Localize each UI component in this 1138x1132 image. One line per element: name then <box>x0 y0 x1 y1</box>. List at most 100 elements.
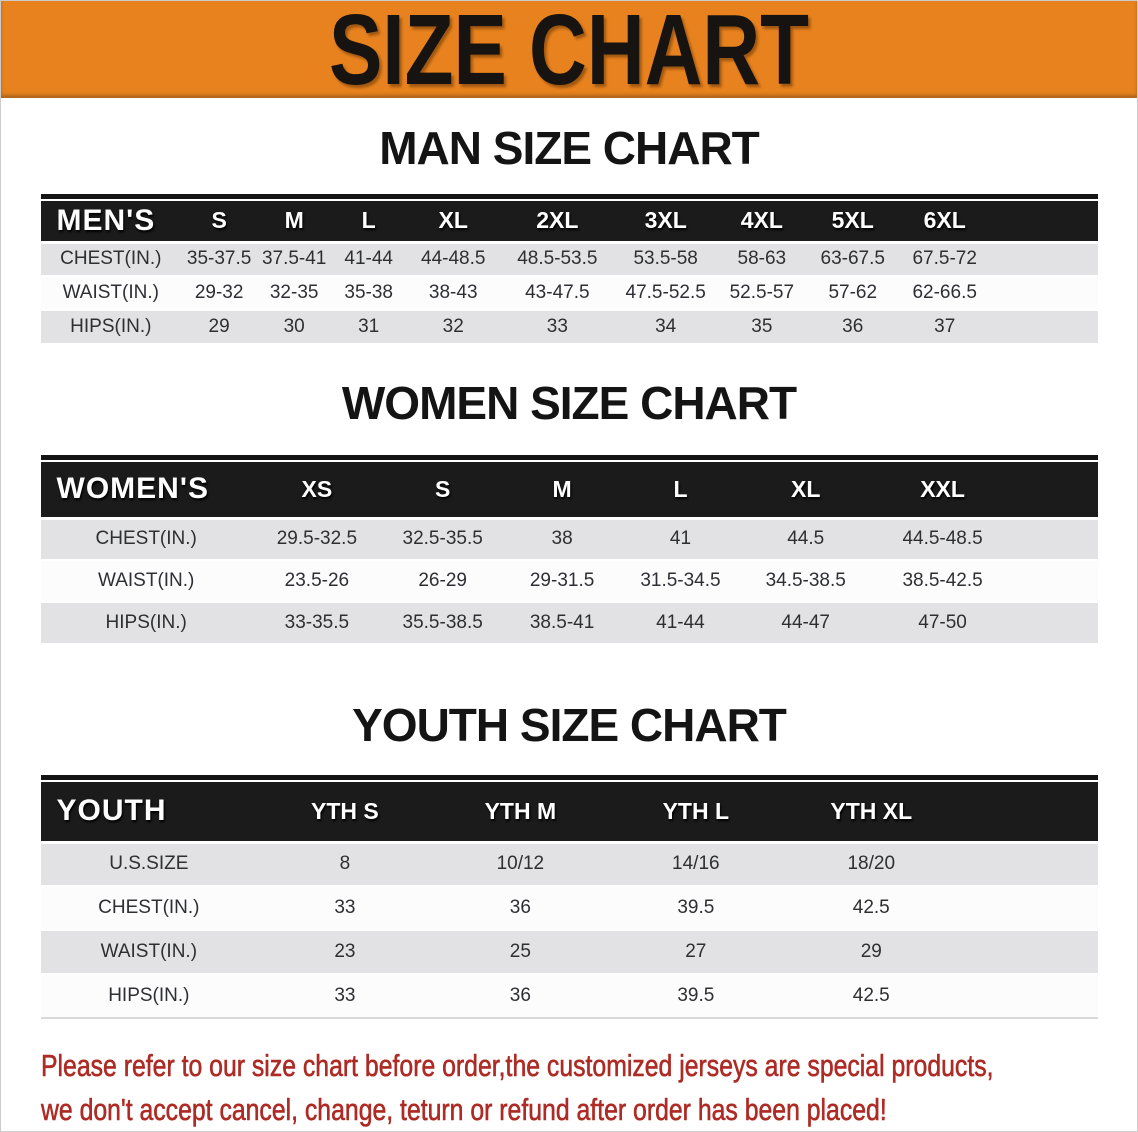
measurement-label: HIPS(IN.) <box>40 602 252 645</box>
measurement-value: 47-50 <box>871 602 1014 645</box>
row-filler-cell <box>958 842 1098 887</box>
measurement-label: WAIST(IN.) <box>40 276 182 311</box>
size-column-header: M <box>257 201 332 244</box>
measurement-value: 26-29 <box>381 560 504 603</box>
measurement-label: U.S.SIZE <box>40 842 258 887</box>
row-filler-cell <box>990 310 1098 345</box>
measurement-value: 10/12 <box>432 842 609 887</box>
measurement-value: 38 <box>503 518 621 561</box>
header-filler-cell <box>1013 462 1098 520</box>
size-column-header: XL <box>406 201 501 244</box>
measurement-value: 63-67.5 <box>806 242 899 277</box>
measurement-value: 8 <box>257 842 433 887</box>
women-size-table-wrap: WOMEN'S XS S M L XL XXL CHEST(IN.) 29.5-32.5 32.5… <box>40 455 1098 645</box>
size-column-header: XS <box>251 462 382 520</box>
table-group-label: YOUTH <box>40 782 258 844</box>
men-section-heading: MAN SIZE CHART <box>379 122 760 174</box>
measurement-value: 44.5 <box>740 518 872 561</box>
mens-size-table: MEN'S S M L XL 2XL 3XL 4XL 5XL 6XL CHEST(IN.) 35-37… <box>40 201 1098 345</box>
measurement-value: 36 <box>806 310 899 345</box>
row-filler-cell <box>1013 602 1098 645</box>
measurement-value: 29 <box>783 930 959 975</box>
men-size-section: MAN SIZE CHART MEN'S S M L XL 2XL 3XL 4XL 5XL 6XL… <box>1 125 1137 345</box>
measurement-row: CHEST(IN.) 29.5-32.5 32.5-35.5 38 41 44.5 44.5… <box>40 518 1098 561</box>
row-filler-cell <box>958 930 1098 975</box>
measurement-row: CHEST(IN.) 35-37.5 37.5-41 41-44 44-48.5 48.5… <box>40 242 1098 277</box>
table-header-row: MEN'S S M L XL 2XL 3XL 4XL 5XL 6XL <box>40 201 1098 244</box>
table-group-label: MEN'S <box>40 201 182 244</box>
measurement-value: 25 <box>432 930 609 975</box>
header-filler-cell <box>990 201 1098 244</box>
measurement-value: 41-44 <box>331 242 407 277</box>
measurement-value: 27 <box>608 930 784 975</box>
measurement-value: 36 <box>432 886 609 931</box>
measurement-value: 36 <box>432 974 609 1019</box>
youth-size-table-wrap: YOUTH YTH S YTH M YTH L YTH XL U.S.SIZE 8 10/12… <box>40 775 1098 1019</box>
measurement-value: 38-43 <box>406 276 501 311</box>
size-column-header: YTH L <box>608 782 784 844</box>
measurement-value: 29 <box>181 310 258 345</box>
row-filler-cell <box>958 974 1098 1019</box>
measurement-value: 34.5-38.5 <box>740 560 872 603</box>
size-column-header: YTH M <box>432 782 609 844</box>
measurement-value: 62-66.5 <box>898 276 991 311</box>
measurement-row: HIPS(IN.) 29 30 31 32 33 34 35 36 37 <box>40 310 1098 345</box>
size-column-header: 6XL <box>898 201 991 244</box>
measurement-value: 35 <box>716 310 807 345</box>
row-filler-cell <box>1013 518 1098 561</box>
measurement-label: WAIST(IN.) <box>40 930 258 975</box>
size-column-header: L <box>620 462 741 520</box>
measurement-value: 32 <box>406 310 501 345</box>
measurement-value: 32.5-35.5 <box>381 518 504 561</box>
measurement-label: CHEST(IN.) <box>40 242 182 277</box>
size-chart-banner: SIZE CHART <box>1 0 1137 106</box>
measurement-value: 39.5 <box>608 974 784 1019</box>
measurement-value: 33 <box>257 886 433 931</box>
table-header-row: YOUTH YTH S YTH M YTH L YTH XL <box>40 782 1098 844</box>
measurement-row: WAIST(IN.) 23.5-26 26-29 29-31.5 31.5-34.5 34… <box>40 560 1098 603</box>
size-column-header: M <box>503 462 621 520</box>
women-section-heading: WOMEN SIZE CHART <box>341 377 797 429</box>
measurement-value: 38.5-42.5 <box>871 560 1014 603</box>
measurement-label: CHEST(IN.) <box>40 518 252 561</box>
measurement-label: HIPS(IN.) <box>40 310 182 345</box>
measurement-value: 23.5-26 <box>251 560 382 603</box>
measurement-value: 48.5-53.5 <box>500 242 615 277</box>
measurement-value: 30 <box>257 310 332 345</box>
size-column-header: S <box>381 462 504 520</box>
measurement-value: 53.5-58 <box>614 242 717 277</box>
measurement-value: 35-37.5 <box>181 242 258 277</box>
size-column-header: S <box>181 201 258 244</box>
row-filler-cell <box>990 242 1098 277</box>
size-column-header: YTH XL <box>783 782 959 844</box>
banner-title: SIZE CHART <box>329 0 809 106</box>
disclaimer-line-1: Please refer to our size chart before or… <box>41 1048 994 1084</box>
measurement-value: 42.5 <box>783 886 959 931</box>
size-column-header: 3XL <box>614 201 717 244</box>
measurement-value: 14/16 <box>608 842 784 887</box>
women-size-section: WOMEN SIZE CHART WOMEN'S XS S M L XL XXL CHEST(… <box>1 380 1137 645</box>
measurement-value: 44-48.5 <box>406 242 501 277</box>
row-filler-cell <box>958 886 1098 931</box>
measurement-value: 39.5 <box>608 886 784 931</box>
measurement-row: HIPS(IN.) 33-35.5 35.5-38.5 38.5-41 41-44 44-… <box>40 602 1098 645</box>
measurement-row: HIPS(IN.) 33 36 39.5 42.5 <box>40 974 1098 1019</box>
measurement-value: 58-63 <box>716 242 807 277</box>
size-column-header: 4XL <box>716 201 807 244</box>
measurement-value: 37.5-41 <box>257 242 332 277</box>
measurement-value: 31 <box>331 310 407 345</box>
measurement-value: 33-35.5 <box>251 602 382 645</box>
measurement-value: 37 <box>898 310 991 345</box>
table-group-label: WOMEN'S <box>40 462 252 520</box>
size-column-header: 5XL <box>806 201 899 244</box>
measurement-value: 35-38 <box>331 276 407 311</box>
size-column-header: YTH S <box>257 782 433 844</box>
measurement-value: 41-44 <box>620 602 741 645</box>
size-column-header: L <box>331 201 407 244</box>
measurement-value: 35.5-38.5 <box>381 602 504 645</box>
size-column-header: 2XL <box>500 201 615 244</box>
measurement-row: WAIST(IN.) 29-32 32-35 35-38 38-43 43-47.5 47.… <box>40 276 1098 311</box>
measurement-value: 43-47.5 <box>500 276 615 311</box>
measurement-value: 42.5 <box>783 974 959 1019</box>
measurement-value: 44-47 <box>740 602 872 645</box>
